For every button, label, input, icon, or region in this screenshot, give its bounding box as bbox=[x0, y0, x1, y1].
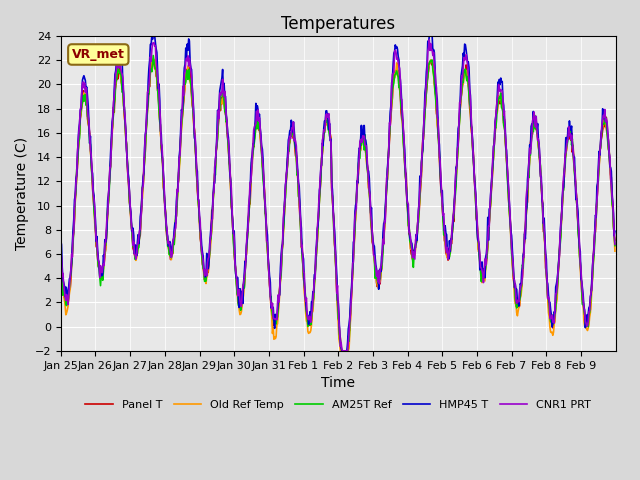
AM25T Ref bbox=[252, 122, 260, 128]
Line: HMP45 T: HMP45 T bbox=[61, 36, 615, 351]
Panel T bbox=[57, 253, 65, 259]
CNR1 PRT bbox=[57, 250, 65, 256]
Old Ref Temp bbox=[57, 256, 65, 262]
Old Ref Temp bbox=[273, 323, 281, 328]
AM25T Ref bbox=[428, 57, 435, 63]
AM25T Ref bbox=[273, 314, 281, 320]
CNR1 PRT bbox=[339, 348, 346, 354]
AM25T Ref bbox=[611, 243, 619, 249]
AM25T Ref bbox=[122, 135, 130, 141]
Old Ref Temp bbox=[148, 57, 156, 62]
Panel T bbox=[122, 133, 130, 139]
HMP45 T bbox=[122, 128, 130, 133]
Panel T bbox=[397, 93, 404, 99]
CNR1 PRT bbox=[252, 122, 259, 128]
Line: CNR1 PRT: CNR1 PRT bbox=[61, 40, 615, 351]
CNR1 PRT bbox=[224, 135, 232, 141]
HMP45 T bbox=[273, 316, 281, 322]
Panel T bbox=[273, 313, 281, 319]
CNR1 PRT bbox=[611, 241, 619, 247]
AM25T Ref bbox=[57, 253, 65, 259]
Line: Old Ref Temp: Old Ref Temp bbox=[61, 60, 615, 351]
Line: AM25T Ref: AM25T Ref bbox=[61, 56, 615, 351]
Old Ref Temp bbox=[122, 135, 130, 141]
HMP45 T bbox=[397, 77, 404, 83]
Old Ref Temp bbox=[225, 142, 232, 148]
Old Ref Temp bbox=[397, 90, 404, 96]
CNR1 PRT bbox=[426, 37, 433, 43]
HMP45 T bbox=[611, 228, 619, 234]
CNR1 PRT bbox=[272, 316, 280, 322]
Title: Temperatures: Temperatures bbox=[281, 15, 396, 33]
X-axis label: Time: Time bbox=[321, 376, 355, 390]
HMP45 T bbox=[57, 238, 65, 243]
Panel T bbox=[428, 61, 435, 67]
Panel T bbox=[149, 57, 157, 63]
HMP45 T bbox=[252, 100, 260, 106]
Old Ref Temp bbox=[611, 248, 619, 254]
CNR1 PRT bbox=[396, 66, 403, 72]
AM25T Ref bbox=[149, 53, 157, 59]
HMP45 T bbox=[148, 33, 156, 39]
HMP45 T bbox=[338, 348, 346, 354]
Line: Panel T: Panel T bbox=[61, 60, 615, 351]
HMP45 T bbox=[225, 134, 232, 140]
Panel T bbox=[338, 348, 346, 354]
Text: VR_met: VR_met bbox=[72, 48, 125, 61]
Panel T bbox=[611, 237, 619, 243]
Old Ref Temp bbox=[252, 122, 260, 128]
Panel T bbox=[225, 146, 232, 152]
HMP45 T bbox=[428, 33, 435, 39]
Panel T bbox=[252, 118, 260, 123]
Old Ref Temp bbox=[428, 59, 435, 64]
CNR1 PRT bbox=[428, 48, 435, 53]
AM25T Ref bbox=[225, 145, 232, 151]
CNR1 PRT bbox=[122, 131, 130, 136]
Y-axis label: Temperature (C): Temperature (C) bbox=[15, 137, 29, 250]
Legend: Panel T, Old Ref Temp, AM25T Ref, HMP45 T, CNR1 PRT: Panel T, Old Ref Temp, AM25T Ref, HMP45 … bbox=[81, 396, 596, 415]
AM25T Ref bbox=[397, 92, 404, 98]
Old Ref Temp bbox=[337, 348, 344, 354]
AM25T Ref bbox=[338, 348, 346, 354]
